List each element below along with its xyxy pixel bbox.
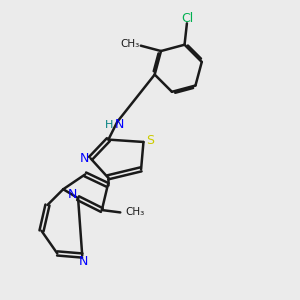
Text: N: N <box>115 118 124 131</box>
Text: CH₃: CH₃ <box>120 40 139 50</box>
Text: S: S <box>146 134 154 147</box>
Text: N: N <box>68 188 77 201</box>
Text: N: N <box>79 255 88 268</box>
Text: H: H <box>105 120 114 130</box>
Text: N: N <box>80 152 89 165</box>
Text: Cl: Cl <box>182 12 194 25</box>
Text: CH₃: CH₃ <box>126 207 145 218</box>
